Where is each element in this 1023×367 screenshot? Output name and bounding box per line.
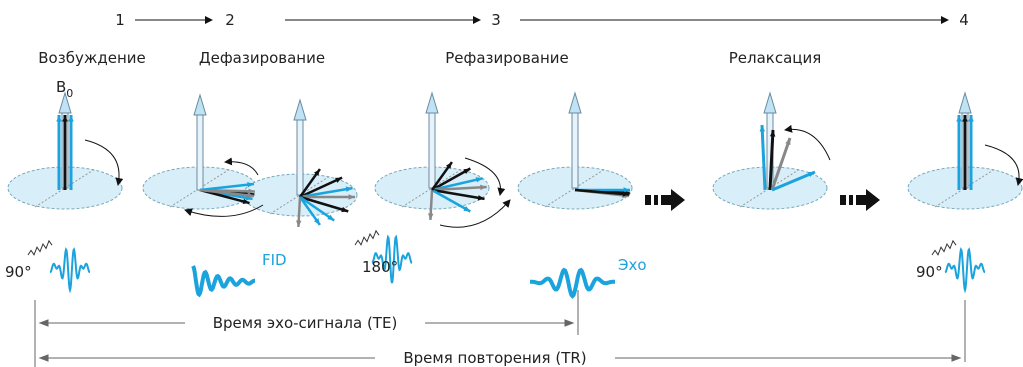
rf-squiggle — [355, 231, 379, 245]
vector-head — [296, 220, 301, 227]
step: 1 — [115, 11, 125, 29]
step: 4 — [959, 11, 969, 29]
b0-shaft — [429, 113, 435, 188]
b0-head — [426, 93, 438, 113]
signal-wave — [193, 266, 255, 295]
pulse-label: 90° — [916, 263, 943, 281]
te-label: Время эхо-сигнала (TE) — [213, 314, 398, 332]
artwork — [8, 93, 1022, 296]
b0-shaft — [297, 120, 303, 195]
b0-shaft — [197, 115, 203, 190]
signal-label: FID — [262, 251, 287, 269]
block-arrow — [645, 189, 685, 211]
phase-label: Дефазирование — [199, 49, 325, 67]
b0-subscript: 0 — [66, 87, 73, 100]
signal-wave — [50, 250, 90, 291]
phase-label: Возбуждение — [38, 49, 145, 67]
rotation — [785, 129, 830, 160]
b0-head — [294, 100, 306, 120]
rf-squiggle — [932, 241, 956, 255]
vector-head — [56, 115, 61, 121]
diagram: 1 2 3 4 Возбуждение Дефазирование Рефази… — [0, 0, 1023, 367]
step: 2 — [225, 11, 235, 29]
vector-head — [760, 125, 765, 132]
step: 3 — [491, 11, 501, 29]
b0-shaft — [572, 113, 578, 188]
vector-head — [785, 138, 790, 145]
b0-head — [959, 93, 971, 113]
b0-head — [194, 95, 206, 115]
vector-head — [968, 115, 973, 121]
b0-head — [764, 93, 776, 113]
vector-head — [956, 115, 961, 121]
signal-wave — [530, 270, 615, 296]
phase-label: Рефазирование — [445, 49, 569, 67]
vector-head — [428, 213, 433, 220]
tr-label: Время повторения (TR) — [403, 349, 586, 367]
signal-label: Эхо — [618, 256, 647, 274]
b0-head — [569, 93, 581, 113]
vector-head — [68, 115, 73, 121]
phase-label: Релаксация — [729, 49, 822, 67]
signal-wave — [945, 250, 985, 291]
pulse-label: 90° — [5, 263, 32, 281]
pulse-label: 180° — [362, 258, 398, 276]
rf-squiggle — [28, 241, 52, 255]
block-arrow — [840, 189, 880, 211]
